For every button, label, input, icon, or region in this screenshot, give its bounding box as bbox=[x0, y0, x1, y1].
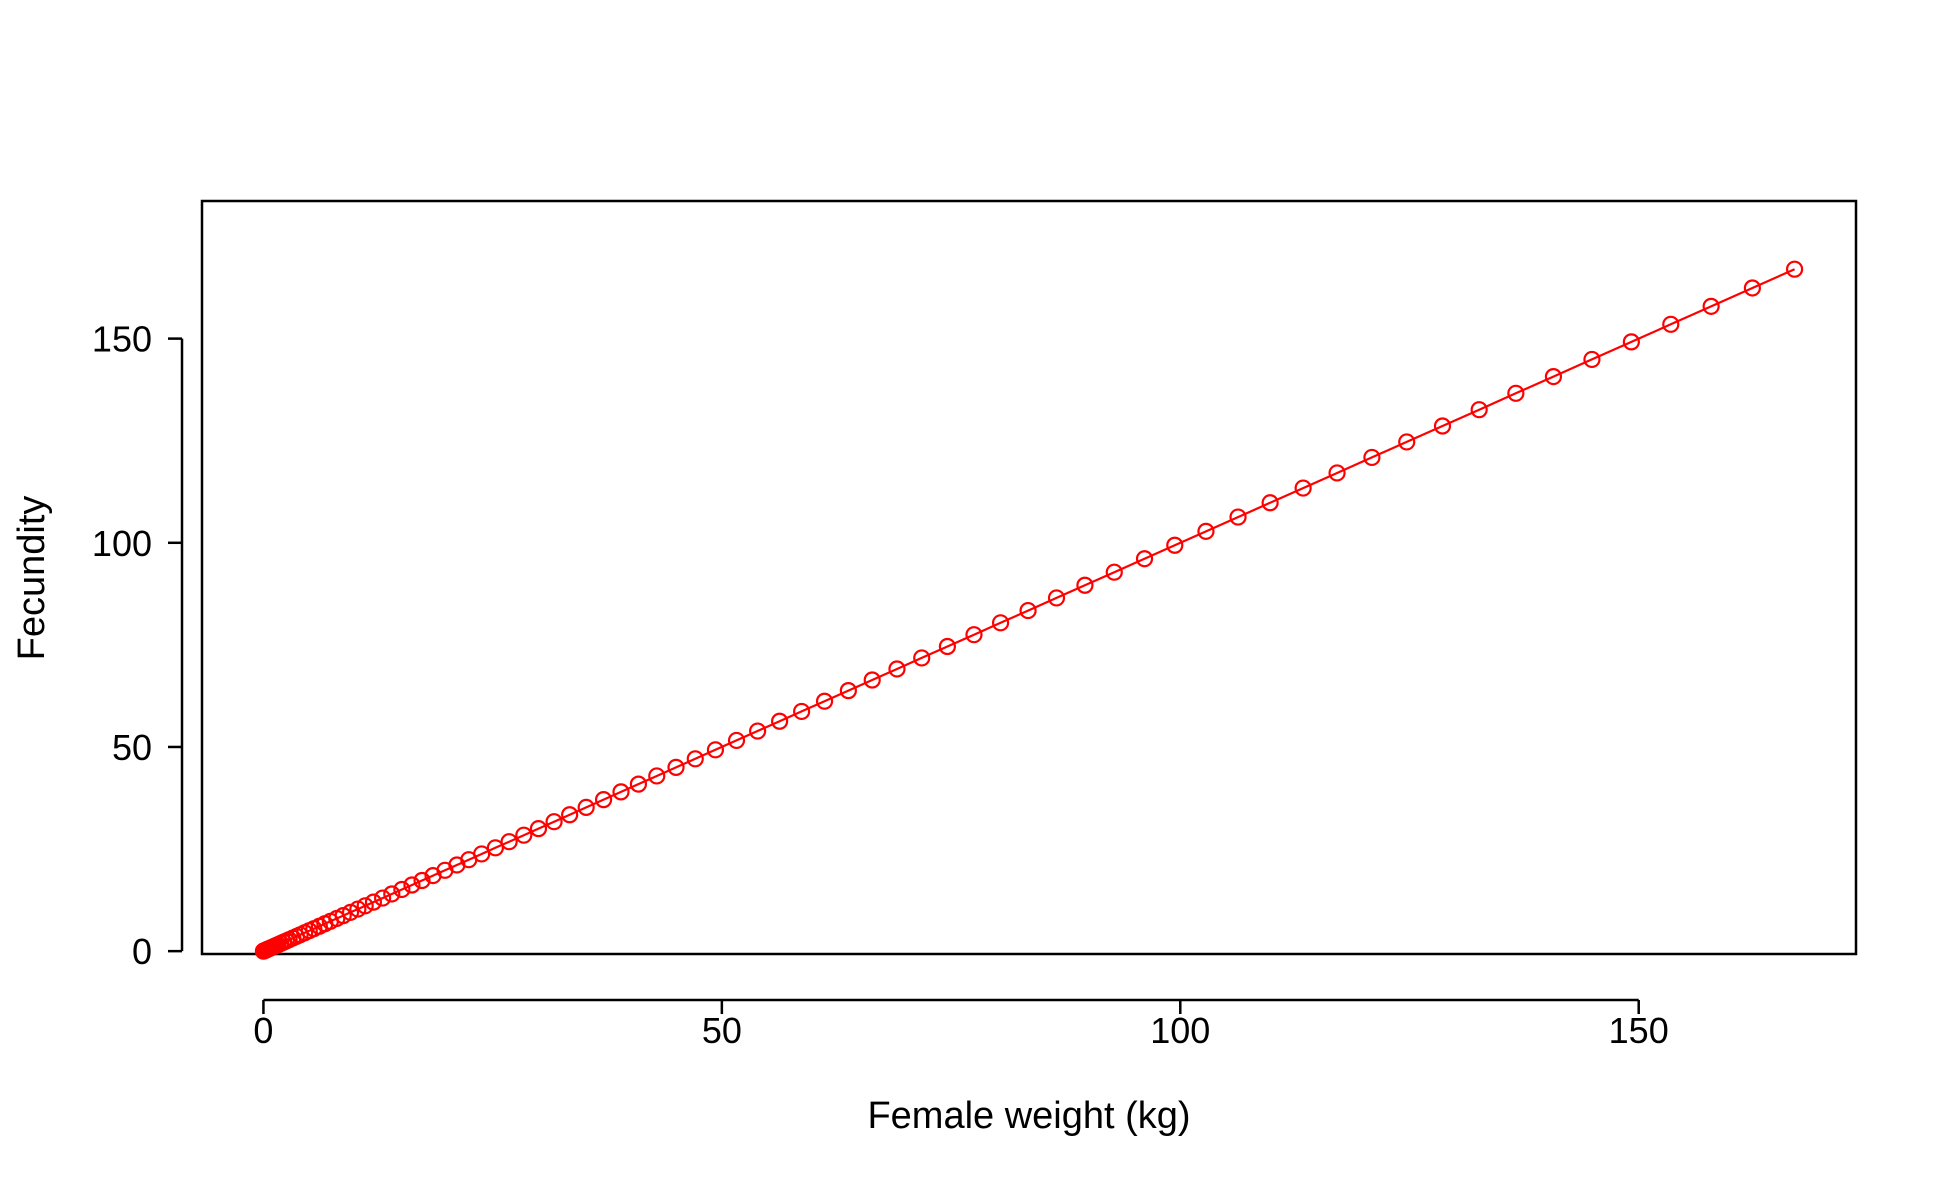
data-point bbox=[965, 626, 983, 644]
data-point bbox=[561, 806, 579, 824]
data-point bbox=[749, 722, 767, 740]
data-point bbox=[383, 885, 401, 903]
data-point bbox=[577, 798, 595, 817]
data-point bbox=[913, 649, 931, 667]
data-point bbox=[515, 826, 533, 844]
data-point bbox=[648, 767, 666, 785]
data-point bbox=[1544, 367, 1563, 386]
data-point bbox=[364, 893, 383, 911]
data-point bbox=[793, 702, 811, 721]
data-point bbox=[1105, 563, 1123, 581]
data-point bbox=[545, 813, 563, 831]
plot-frame bbox=[200, 199, 1858, 956]
data-point bbox=[1433, 417, 1452, 435]
data-point bbox=[393, 880, 411, 899]
data-point bbox=[1166, 536, 1184, 554]
data-point bbox=[771, 712, 789, 730]
data-point bbox=[1328, 464, 1346, 482]
data-point bbox=[1622, 333, 1640, 351]
data-point bbox=[1076, 576, 1094, 594]
x-tick-label: 100 bbox=[1150, 1010, 1210, 1051]
data-point bbox=[1019, 601, 1037, 620]
data-point bbox=[612, 783, 630, 801]
y-tick-label: 100 bbox=[92, 523, 152, 564]
data-point bbox=[374, 889, 392, 907]
data-point bbox=[1583, 350, 1601, 369]
x-axis: 0 50 100 150 bbox=[253, 998, 1669, 1051]
data-point bbox=[938, 637, 957, 656]
data-point bbox=[727, 731, 746, 750]
data-point bbox=[1294, 479, 1312, 497]
x-tick-label: 0 bbox=[253, 1010, 273, 1051]
y-axis-title: Fecundity bbox=[11, 496, 53, 661]
y-tick-label: 150 bbox=[92, 319, 152, 360]
y-tick-label: 0 bbox=[132, 931, 152, 972]
data-point bbox=[991, 614, 1010, 632]
data-point bbox=[686, 750, 704, 768]
data-point bbox=[1743, 279, 1761, 297]
data-point bbox=[706, 741, 725, 759]
data-series bbox=[254, 260, 1804, 960]
data-point bbox=[1135, 550, 1154, 568]
x-axis-title: Female weight (kg) bbox=[867, 1095, 1190, 1137]
data-point bbox=[1261, 494, 1279, 512]
data-point bbox=[500, 833, 518, 851]
data-point bbox=[888, 660, 906, 678]
data-point bbox=[486, 839, 504, 857]
data-point bbox=[863, 671, 881, 689]
data-point bbox=[1662, 315, 1680, 333]
data-point bbox=[1702, 297, 1720, 315]
data-point bbox=[413, 871, 431, 890]
data-point bbox=[1047, 589, 1066, 607]
data-point bbox=[1363, 448, 1381, 467]
data-point bbox=[1197, 522, 1215, 540]
data-point bbox=[667, 758, 685, 776]
x-tick-label: 150 bbox=[1609, 1010, 1669, 1051]
data-point bbox=[1470, 401, 1488, 419]
data-point bbox=[594, 791, 613, 809]
data-point bbox=[1229, 508, 1247, 526]
data-point bbox=[839, 682, 857, 700]
data-point bbox=[403, 876, 421, 894]
data-point bbox=[1398, 433, 1416, 451]
y-axis: 0 50 100 150 bbox=[92, 319, 184, 972]
data-point bbox=[1785, 260, 1804, 278]
data-point bbox=[529, 820, 548, 838]
data-point bbox=[815, 692, 834, 710]
series-line bbox=[262, 268, 1796, 953]
data-point bbox=[1507, 384, 1525, 402]
data-point bbox=[629, 775, 648, 793]
data-point bbox=[356, 897, 374, 915]
y-tick-label: 50 bbox=[112, 727, 152, 768]
data-point bbox=[473, 845, 491, 863]
x-tick-label: 50 bbox=[702, 1010, 742, 1051]
